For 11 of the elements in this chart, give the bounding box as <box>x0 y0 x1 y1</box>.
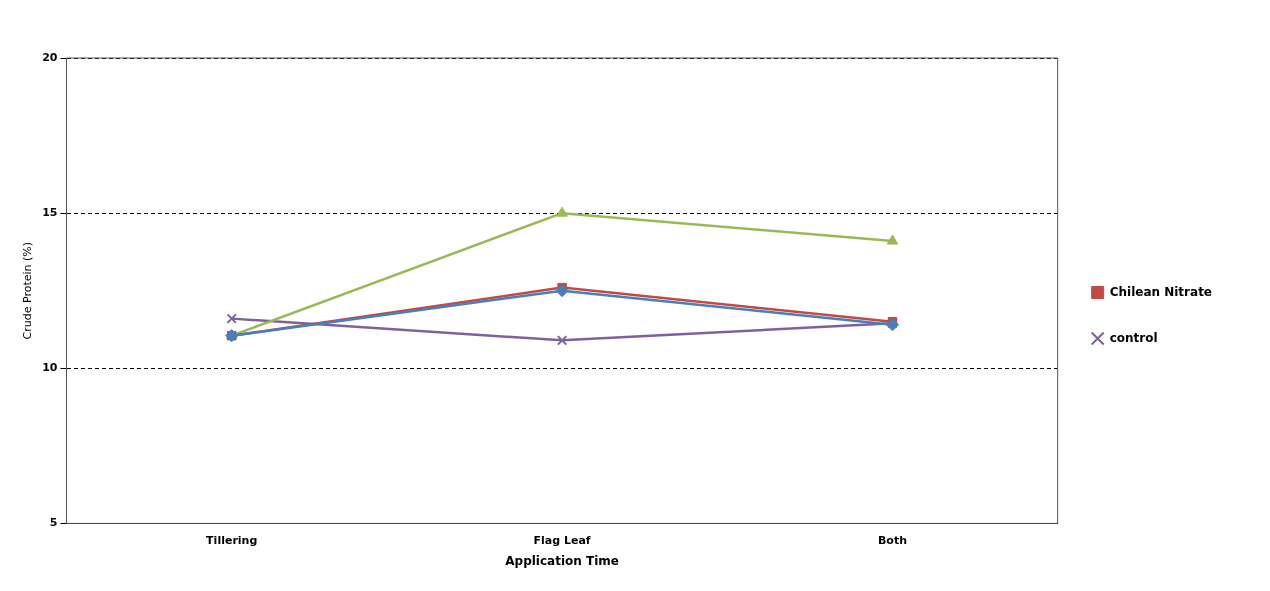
y-tick-label: 20 <box>42 50 58 64</box>
legend-label: control <box>1109 330 1158 345</box>
x-axis-title: Application Time <box>505 553 619 568</box>
x-tick-label: Both <box>877 533 907 547</box>
y-tick-label: 15 <box>42 205 58 219</box>
y-axis-title: Crude Protein (%) <box>21 241 35 340</box>
x-tick-label: Flag Leaf <box>533 533 591 547</box>
y-tick-label: 5 <box>49 516 58 530</box>
legend-label: Chilean Nitrate <box>1109 284 1213 299</box>
y-tick-label: 10 <box>42 361 58 375</box>
x-tick-label: Tillering <box>206 533 258 547</box>
